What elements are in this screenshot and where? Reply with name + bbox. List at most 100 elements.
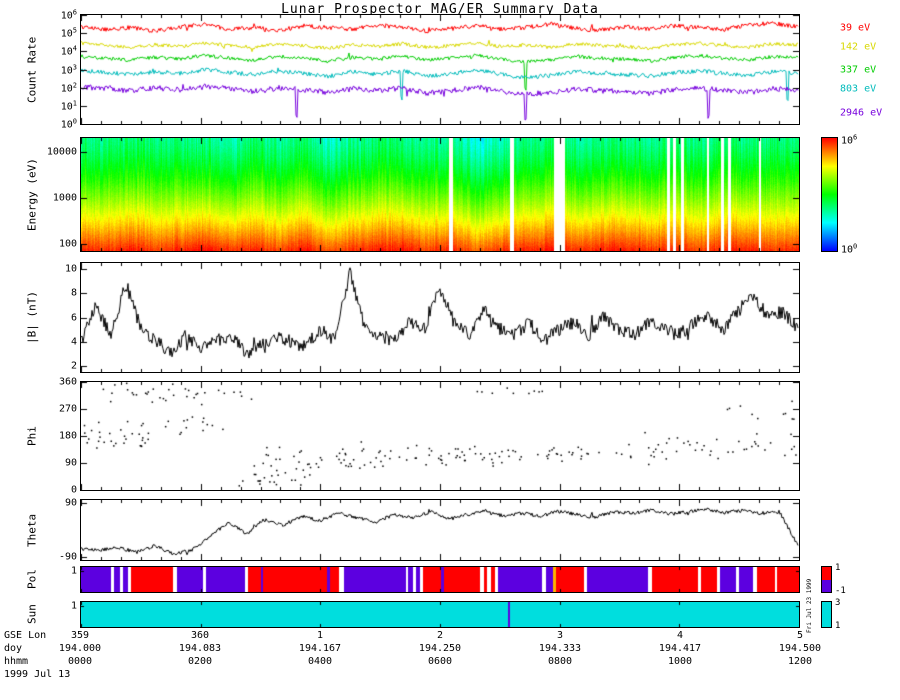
tick-label: 10000 (46, 146, 77, 158)
x-tick-label: 194.083 (178, 643, 222, 654)
legend-2946ev: 2946 eV (840, 107, 883, 119)
sun-strip-plot (81, 602, 799, 627)
tick-label: 104 (60, 44, 77, 58)
x-tick-label: 0400 (307, 656, 333, 667)
x-tick-label: 194.417 (658, 643, 702, 654)
tick-label: 10 (64, 263, 77, 275)
tick-label: 102 (60, 80, 77, 95)
polarity-colorbar-positive (822, 567, 831, 580)
tick-label: 3 (835, 598, 841, 609)
legend-142ev: 142 eV (840, 41, 877, 53)
tick-label: 100 (60, 117, 77, 131)
x-tick-label: 194.250 (418, 643, 462, 654)
panel-sun-strip: 1 (71, 600, 800, 628)
x-tick-label: 194.333 (538, 643, 582, 654)
x-tick-label: 194.000 (58, 643, 102, 654)
tick-label: 1 (835, 563, 841, 574)
x-tick-label: 4 (676, 630, 684, 641)
tick-label: 90 (64, 497, 77, 509)
x-tick-label: 0000 (67, 656, 93, 667)
footer-label-gse-lon: GSE Lon (4, 630, 47, 641)
tick-label: 106 (841, 133, 858, 148)
timestamp-note: Fri Jul 23 1999 (806, 578, 813, 633)
pol-y-axis: 1 (39, 565, 81, 592)
energy-ylabel: Energy (eV) (25, 158, 39, 231)
tick-label: 103 (60, 62, 77, 77)
legend-39ev: 39 eV (840, 22, 871, 34)
panel-phi: 360 270 180 90 0 (59, 377, 800, 496)
count-rate-plot (81, 15, 799, 124)
panel-polarity-strip: 1 (71, 565, 800, 593)
polarity-colorbar-ticks: 1 -1 (835, 563, 857, 596)
tick-label: 180 (58, 430, 77, 442)
tick-label: 100 (58, 238, 77, 250)
bmag-ylabel: |B| (nT) (25, 291, 39, 344)
theta-y-axis: 90 -90 (39, 497, 81, 563)
gse-lon-tick-values: 359 360 1 2 3 4 5 (71, 630, 804, 642)
tick-label: 0 (70, 484, 77, 496)
x-tick-label: 194.500 (778, 643, 822, 654)
tick-label: 1 (70, 565, 77, 577)
panel-bmag: 10 8 6 4 2 (65, 262, 800, 373)
theta-plot (81, 500, 799, 560)
x-tick-label: 5 (796, 630, 804, 641)
tick-label: 4 (70, 336, 77, 348)
page-title: Lunar Prospector MAG/ER Summary Data (281, 2, 599, 17)
tick-label: 101 (60, 99, 77, 113)
tick-label: 360 (58, 376, 77, 388)
panel-theta: 90 -90 (59, 498, 800, 563)
x-tick-label: 0200 (187, 656, 213, 667)
bmag-plot (81, 263, 799, 372)
x-tick-label: 0600 (427, 656, 453, 667)
tick-label: 90 (64, 457, 77, 469)
tick-label: 1 (835, 620, 841, 631)
tick-label: 1 (70, 600, 77, 612)
x-tick-label: 360 (190, 630, 210, 641)
footer-label-doy: doy (4, 643, 23, 654)
tick-label: -90 (58, 551, 77, 563)
theta-ylabel: Theta (25, 513, 39, 547)
legend-337ev: 337 eV (840, 64, 877, 75)
count-rate-y-axis: 106 105 104 103 102 101 100 (39, 8, 81, 130)
footer-label-hhmm: hhmm (4, 656, 29, 667)
x-tick-label: 3 (556, 630, 564, 641)
count-rate-ylabel: Count Rate (25, 36, 39, 103)
polarity-strip-plot (81, 567, 799, 592)
energy-y-axis: 10000 1000 100 (39, 138, 81, 251)
tick-label: 106 (60, 8, 77, 22)
x-tick-label: 1200 (787, 656, 813, 667)
spectrogram-colorbar-ticks: 106 100 (841, 133, 881, 256)
pol-ylabel: Pol (25, 569, 39, 590)
tick-label: 1000 (52, 192, 77, 204)
panel-energy-spectrogram: 10000 1000 100 (47, 137, 800, 252)
x-tick-label: 359 (70, 630, 90, 641)
footer-date: 1999 Jul 13 (4, 669, 71, 680)
panel-count-rate: 106 105 104 103 102 101 100 (61, 8, 800, 131)
tick-label: 2 (70, 360, 77, 372)
phi-y-axis: 360 270 180 90 0 (39, 377, 81, 496)
phi-ylabel: Phi (25, 426, 39, 446)
energy-spectrogram-plot (81, 138, 799, 251)
phi-plot (81, 382, 799, 490)
sun-ylabel: Sun (25, 604, 39, 625)
tick-label: 105 (60, 26, 77, 40)
x-tick-label: 1000 (667, 656, 693, 667)
hhmm-tick-values: 0000 0200 0400 0600 0800 1000 1200 (68, 656, 812, 668)
sun-colorbar (821, 601, 832, 628)
x-tick-label: 0800 (547, 656, 573, 667)
tick-label: 270 (58, 403, 77, 415)
spectrogram-colorbar (821, 137, 838, 252)
bmag-y-axis: 10 8 6 4 2 (39, 263, 81, 372)
doy-tick-values: 194.000 194.083 194.167 194.250 194.333 194.4… (59, 643, 821, 655)
tick-label: 8 (70, 287, 77, 299)
tick-label: 100 (841, 241, 858, 256)
tick-label: -1 (835, 585, 846, 596)
x-tick-label: 2 (436, 630, 444, 641)
x-tick-label: 194.167 (298, 643, 342, 654)
polarity-colorbar (821, 566, 832, 593)
polarity-colorbar-negative (822, 579, 831, 592)
legend-803ev: 803 eV (840, 83, 877, 95)
tick-label: 6 (70, 312, 77, 323)
